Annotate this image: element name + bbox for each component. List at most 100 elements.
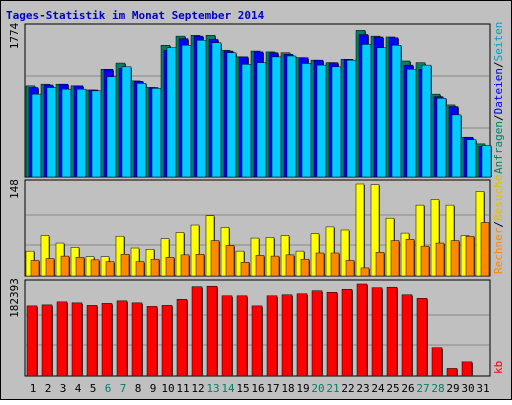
- bar-kb-day-3: [56, 301, 68, 377]
- bar-seiten-day-11: [181, 44, 192, 178]
- x-tick-label-day-4: 4: [75, 382, 82, 395]
- x-tick-label-day-3: 3: [60, 382, 67, 395]
- bar-kb-day-24: [371, 287, 383, 377]
- bar-rechner-day-4: [75, 257, 85, 277]
- bar-kb-day-4: [71, 302, 83, 377]
- bar-rechner-day-22: [345, 260, 355, 277]
- bar-kb-day-11: [176, 299, 188, 377]
- x-tick-label-day-1: 1: [30, 382, 37, 395]
- legend-entry-rechner: Rechner: [492, 227, 505, 274]
- x-tick-label-day-29: 29: [446, 382, 459, 395]
- bar-besuche-day-23: [355, 183, 365, 277]
- bar-kb-day-6: [101, 303, 113, 377]
- bar-rechner-day-15: [240, 262, 250, 277]
- x-tick-label-day-24: 24: [371, 382, 385, 395]
- x-tick-label-day-18: 18: [281, 382, 294, 395]
- bar-rechner-day-26: [405, 239, 415, 277]
- bar-rechner-day-24: [375, 252, 385, 277]
- bar-rechner-day-10: [165, 257, 175, 277]
- bar-besuche-day-28: [430, 199, 440, 277]
- legend-entry-separator-1: /: [492, 114, 505, 121]
- bar-kb-day-19: [296, 293, 308, 377]
- bar-kb-day-30: [461, 361, 473, 377]
- x-tick-label-day-19: 19: [296, 382, 309, 395]
- bar-kb-day-23: [356, 283, 368, 377]
- legend-entry-separator-1: /: [492, 221, 505, 228]
- bar-kb-day-20: [311, 290, 323, 377]
- bar-kb-day-27: [416, 298, 428, 377]
- legend-entry-separator-3: /: [492, 61, 505, 68]
- x-tick-label-day-25: 25: [386, 382, 399, 395]
- x-tick-label-day-28: 28: [431, 382, 444, 395]
- x-tick-label-day-11: 11: [176, 382, 189, 395]
- bar-seiten-day-16: [256, 62, 267, 178]
- bar-seiten-day-1: [31, 93, 42, 178]
- bars: [25, 30, 492, 377]
- bar-seiten-day-19: [301, 63, 312, 178]
- bar-rechner-day-17: [270, 255, 280, 277]
- bar-rechner-day-30: [465, 235, 475, 277]
- bar-rechner-day-23: [360, 267, 370, 277]
- bar-seiten-day-30: [466, 139, 477, 178]
- legend-top: Anfragen/Dateien/Seiten: [492, 22, 505, 174]
- bar-rechner-day-3: [60, 255, 70, 277]
- bar-kb-day-22: [341, 288, 353, 377]
- bar-kb-day-17: [266, 295, 278, 377]
- bar-besuche-day-12: [190, 224, 200, 277]
- bar-besuche-day-2: [40, 235, 50, 277]
- bar-kb-day-14: [221, 295, 233, 377]
- x-tick-label-day-2: 2: [45, 382, 52, 395]
- bar-rechner-day-29: [450, 240, 460, 277]
- bar-besuche-day-11: [175, 232, 185, 277]
- bar-seiten-day-10: [166, 47, 177, 178]
- bar-kb-day-12: [191, 286, 203, 377]
- bar-seiten-day-22: [346, 59, 357, 178]
- x-tick-label-day-13: 13: [206, 382, 219, 395]
- x-tick-label-day-6: 6: [105, 382, 112, 395]
- bar-rechner-day-31: [480, 222, 490, 277]
- bar-rechner-day-13: [210, 240, 220, 277]
- bar-besuche-day-27: [415, 204, 425, 277]
- bar-seiten-day-13: [211, 42, 222, 178]
- bar-kb-day-18: [281, 294, 293, 377]
- x-tick-label-day-21: 21: [326, 382, 339, 395]
- middle-ymax-label: 148: [8, 179, 21, 199]
- bar-seiten-day-12: [196, 40, 207, 178]
- bar-seiten-day-14: [226, 52, 237, 178]
- bar-seiten-day-5: [91, 90, 102, 178]
- bar-seiten-day-20: [316, 64, 327, 178]
- bar-kb-day-7: [116, 300, 128, 377]
- bar-rechner-day-14: [225, 245, 235, 277]
- bar-rechner-day-16: [255, 255, 265, 277]
- x-tick-label-day-27: 27: [416, 382, 429, 395]
- chart-title: Tages-Statistik im Monat September 2014: [6, 9, 265, 22]
- bar-kb-day-13: [206, 285, 218, 377]
- legend-middle: Rechner/Besuche: [492, 175, 505, 274]
- bar-rechner-day-9: [150, 258, 160, 277]
- bar-rechner-day-7: [120, 253, 130, 277]
- legend-entry-kb: kb: [492, 361, 505, 374]
- bar-rechner-day-6: [105, 261, 115, 277]
- bar-seiten-day-29: [451, 114, 462, 178]
- bar-seiten-day-3: [61, 88, 72, 178]
- bar-kb-day-16: [251, 305, 263, 377]
- x-tick-label-day-10: 10: [161, 382, 174, 395]
- bar-besuche-day-21: [325, 226, 335, 277]
- bar-seiten-day-7: [121, 66, 132, 178]
- bar-seiten-day-21: [331, 66, 342, 178]
- legend-entry-dateien: Dateien: [492, 68, 505, 114]
- x-tick-label-day-20: 20: [311, 382, 324, 395]
- x-tick-label-day-8: 8: [135, 382, 142, 395]
- bar-seiten-day-17: [271, 56, 282, 178]
- bar-rechner-day-11: [180, 254, 190, 277]
- bar-kb-day-15: [236, 295, 248, 377]
- bottom-ymax-label: 182393: [8, 278, 21, 318]
- bar-kb-day-21: [326, 292, 338, 377]
- bar-seiten-day-27: [421, 64, 432, 178]
- bar-rechner-day-5: [90, 259, 100, 277]
- bar-rechner-day-25: [390, 240, 400, 277]
- x-tick-label-day-14: 14: [221, 382, 235, 395]
- bar-rechner-day-27: [420, 245, 430, 277]
